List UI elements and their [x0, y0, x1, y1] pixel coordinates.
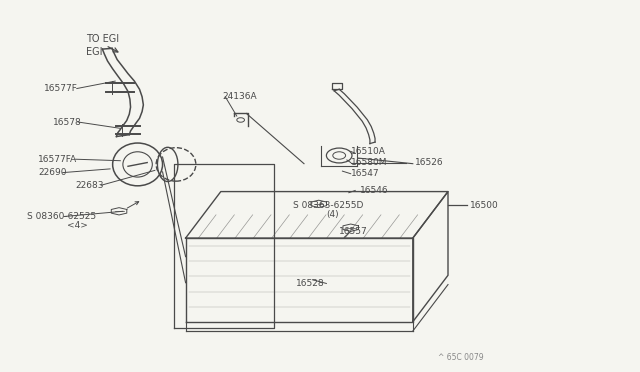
Text: 22683: 22683 [76, 181, 104, 190]
Text: 16577F: 16577F [44, 84, 77, 93]
Text: 16500: 16500 [470, 201, 499, 210]
Text: 16578: 16578 [53, 118, 82, 126]
Text: 16547: 16547 [351, 169, 380, 178]
Text: 16510A: 16510A [351, 147, 385, 156]
Text: 16526: 16526 [415, 158, 444, 167]
Text: 24136A: 24136A [223, 92, 257, 101]
Text: ^ 65C 0079: ^ 65C 0079 [438, 353, 484, 362]
Text: EGI: EGI [86, 47, 103, 57]
Text: TO EGI: TO EGI [86, 34, 120, 44]
Text: S 08363-6255D: S 08363-6255D [293, 201, 364, 210]
Text: 16546: 16546 [360, 186, 388, 195]
Text: S 08360-62525: S 08360-62525 [27, 212, 96, 221]
Text: <4>: <4> [67, 221, 88, 230]
Text: 16577FA: 16577FA [38, 155, 77, 164]
Text: 16557: 16557 [339, 227, 368, 236]
Text: 16580M: 16580M [351, 158, 387, 167]
Text: 22690: 22690 [38, 168, 67, 177]
Text: 16528: 16528 [296, 279, 324, 288]
Text: (4): (4) [326, 210, 339, 219]
